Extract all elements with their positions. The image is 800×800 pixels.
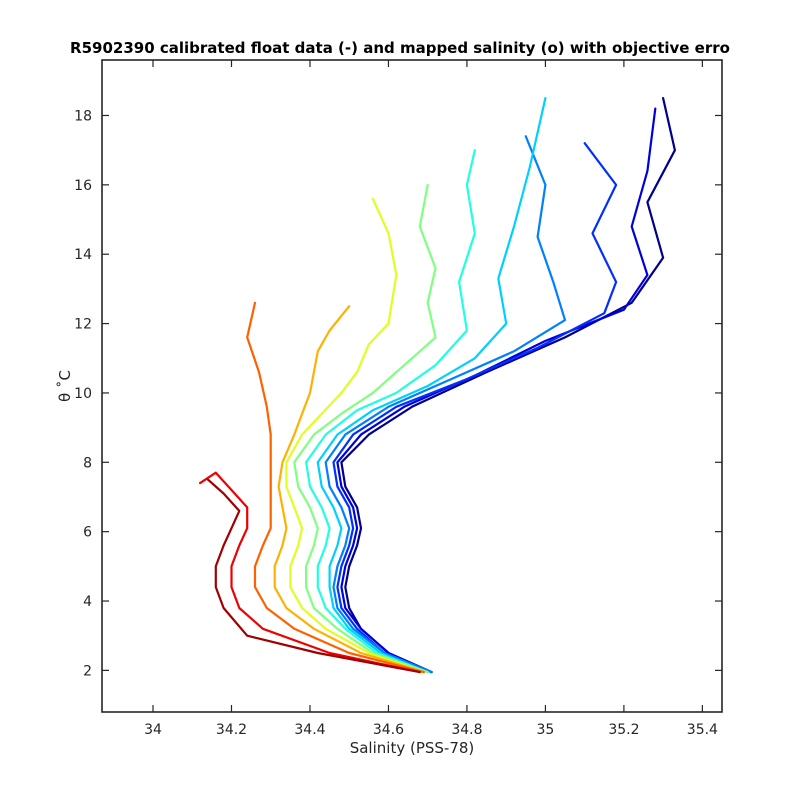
profile-line-5 — [316, 97, 547, 674]
x-axis-ticks: 34 34.2 34.4 34.6 34.8 35 35.2 35.4 — [144, 60, 718, 738]
x-tick-label: 35.4 — [687, 722, 718, 738]
profile-line-12 — [206, 478, 421, 674]
profile-line-11 — [199, 471, 421, 674]
x-tick-label: 34.2 — [216, 722, 247, 738]
y-tick-label: 10 — [74, 386, 92, 402]
x-tick-label: 34.6 — [373, 722, 404, 738]
y-tick-label: 14 — [74, 247, 92, 263]
profile-line-8 — [285, 197, 425, 674]
profile-line-10 — [246, 301, 425, 674]
y-tick-label: 4 — [83, 594, 92, 610]
profile-line-6 — [305, 149, 476, 674]
plot-background — [102, 60, 722, 712]
y-tick-label: 8 — [83, 455, 92, 471]
plot-frame — [101, 59, 723, 713]
y-axis-title: θ ˚C — [56, 370, 74, 402]
profile-line-1 — [340, 97, 676, 674]
y-tick-label: 6 — [83, 525, 92, 541]
profile-line-9 — [273, 305, 425, 674]
y-tick-label: 16 — [74, 178, 92, 194]
x-axis-title: Salinity (PSS-78) — [350, 739, 475, 757]
x-tick-label: 34.8 — [451, 722, 482, 738]
y-tick-label: 18 — [74, 108, 92, 124]
x-tick-label: 35.2 — [608, 722, 639, 738]
plot-area: 34 34.2 34.4 34.6 34.8 35 35.2 35.4 2 4 6 8 10 12 14 1… — [74, 59, 723, 738]
chart-title: R5902390 calibrated float data (-) and m… — [70, 39, 730, 57]
series-group — [199, 97, 676, 674]
y-axis-ticks: 2 4 6 8 10 12 14 16 18 — [74, 108, 722, 679]
x-tick-label: 35 — [537, 722, 555, 738]
y-tick-label: 2 — [83, 663, 92, 679]
profile-line-4 — [324, 135, 567, 674]
profile-line-3 — [332, 142, 618, 674]
profile-line-7 — [293, 183, 437, 674]
y-tick-label: 12 — [74, 317, 92, 333]
x-tick-label: 34.4 — [294, 722, 325, 738]
profile-line-2 — [336, 107, 657, 674]
x-tick-label: 34 — [144, 722, 162, 738]
